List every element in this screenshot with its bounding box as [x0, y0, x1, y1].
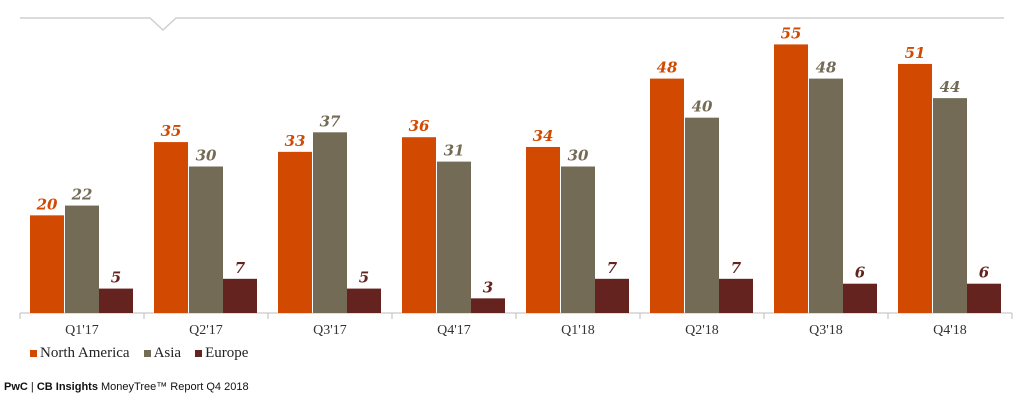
data-label-europe: 3 [483, 278, 493, 296]
data-label-europe: 7 [607, 259, 618, 277]
bar-north-america [154, 142, 188, 313]
legend-item-asia: Asia [143, 345, 182, 362]
source-note: PwC | CB Insights MoneyTree™ Report Q4 2… [4, 381, 249, 393]
bar-north-america [278, 151, 312, 313]
legend-label-north-america: North America [40, 345, 130, 361]
data-label-asia: 31 [444, 142, 465, 160]
data-label-north-america: 33 [285, 132, 306, 150]
data-label-asia: 44 [940, 78, 961, 96]
bar-europe [595, 278, 629, 313]
bar-chart-svg: Q1'1720225Q2'1735307Q3'1733375Q4'1736313… [19, 17, 1013, 338]
source-separator: | [30, 381, 34, 393]
legend-item-north-america: North America [30, 345, 130, 362]
source-partner: CB Insights [36, 381, 98, 393]
bar-europe [471, 298, 505, 313]
x-tick-label: Q2'17 [189, 323, 223, 338]
bar-asia [685, 117, 719, 314]
bar-north-america [898, 63, 932, 314]
data-label-north-america: 51 [905, 44, 926, 62]
bar-asia [561, 166, 595, 313]
data-label-asia: 30 [568, 147, 589, 165]
source-report: MoneyTree™ Report Q4 2018 [101, 381, 249, 393]
data-label-north-america: 55 [781, 24, 802, 42]
legend-item-europe: Europe [195, 345, 248, 362]
data-label-europe: 5 [111, 269, 121, 287]
data-label-asia: 30 [196, 147, 217, 165]
data-label-asia: 37 [320, 112, 341, 130]
bar-asia [809, 78, 843, 313]
legend-swatch-europe [195, 350, 203, 357]
bar-europe [99, 288, 133, 313]
bar-north-america [526, 146, 560, 313]
bar-north-america [402, 137, 436, 313]
x-tick-label: Q3'18 [809, 323, 843, 338]
data-label-europe: 7 [731, 259, 742, 277]
x-tick-label: Q1'18 [561, 323, 595, 338]
x-tick-label: Q4'18 [933, 323, 967, 338]
legend: North America Asia Europe [30, 345, 248, 362]
top-rule [20, 17, 1004, 32]
data-label-europe: 6 [979, 264, 990, 282]
bar-europe [967, 283, 1001, 313]
bar-asia [933, 98, 967, 313]
data-label-europe: 6 [855, 264, 866, 282]
data-label-asia: 22 [71, 186, 93, 204]
bar-north-america [650, 78, 684, 313]
bar-europe [719, 278, 753, 313]
data-label-north-america: 36 [409, 117, 430, 135]
bar-asia [189, 166, 223, 313]
bar-asia [437, 161, 471, 313]
source-brand: PwC [4, 381, 28, 393]
bar-north-america [30, 215, 64, 313]
bar-asia [313, 132, 347, 313]
data-label-europe: 5 [359, 269, 369, 287]
bar-north-america [774, 44, 808, 314]
x-tick-label: Q1'17 [65, 323, 99, 338]
legend-swatch-asia [143, 350, 151, 357]
x-tick-label: Q3'17 [313, 323, 347, 338]
data-label-north-america: 35 [161, 122, 182, 140]
legend-swatch-north-america [30, 350, 37, 357]
bar-asia [65, 205, 99, 313]
data-label-north-america: 20 [36, 195, 58, 213]
data-label-north-america: 34 [533, 127, 554, 145]
legend-label-asia: Asia [153, 345, 182, 361]
x-tick-label: Q2'18 [685, 323, 719, 338]
data-label-north-america: 48 [657, 59, 678, 77]
legend-label-europe: Europe [205, 345, 249, 361]
data-label-europe: 7 [235, 259, 246, 277]
data-label-asia: 48 [816, 59, 837, 77]
data-label-asia: 40 [692, 98, 713, 116]
x-tick-label: Q4'17 [437, 323, 471, 338]
bar-europe [347, 288, 381, 313]
bar-europe [223, 278, 257, 313]
bar-europe [843, 283, 877, 313]
